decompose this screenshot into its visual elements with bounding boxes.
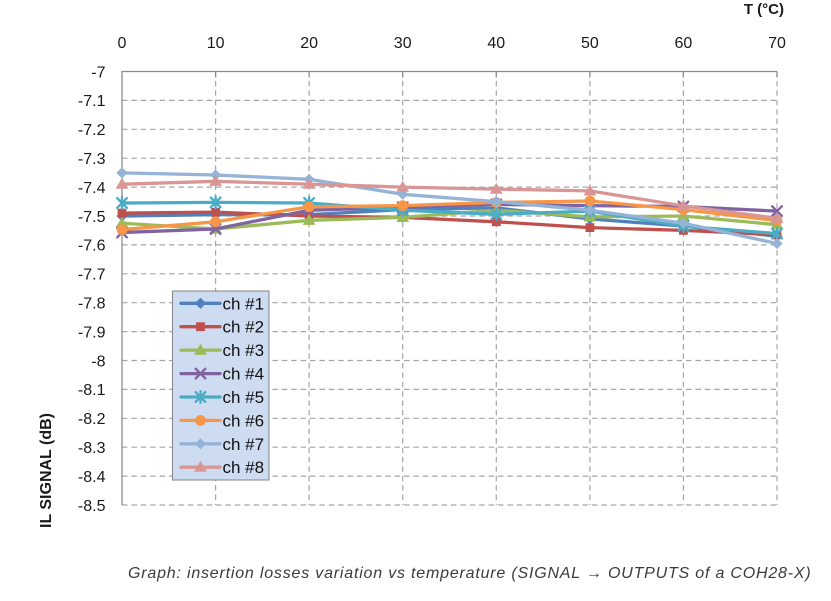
- svg-text:50: 50: [581, 35, 599, 52]
- svg-text:ch #3: ch #3: [223, 341, 265, 360]
- svg-text:-7.7: -7.7: [78, 267, 106, 284]
- svg-text:ch #7: ch #7: [223, 435, 265, 454]
- svg-text:Graph: insertion losses variat: Graph: insertion losses variation vs tem…: [128, 565, 811, 582]
- svg-text:ch #2: ch #2: [223, 318, 265, 337]
- svg-text:IL SIGNAL (dB): IL SIGNAL (dB): [38, 413, 55, 528]
- svg-text:10: 10: [207, 35, 225, 52]
- svg-text:-8.2: -8.2: [78, 411, 106, 428]
- svg-text:70: 70: [768, 35, 786, 52]
- svg-text:-7.6: -7.6: [78, 238, 106, 255]
- svg-text:-7.9: -7.9: [78, 324, 106, 341]
- svg-text:-7.3: -7.3: [78, 151, 106, 168]
- svg-text:T (°C): T (°C): [744, 1, 784, 18]
- svg-text:-7: -7: [91, 64, 105, 81]
- svg-text:ch #1: ch #1: [223, 294, 265, 313]
- svg-text:-8.4: -8.4: [78, 469, 106, 486]
- svg-text:60: 60: [675, 35, 693, 52]
- svg-text:ch #6: ch #6: [223, 411, 265, 430]
- svg-text:-7.5: -7.5: [78, 209, 106, 226]
- svg-text:-7.8: -7.8: [78, 296, 106, 313]
- svg-text:ch #8: ch #8: [223, 458, 265, 477]
- svg-text:-7.2: -7.2: [78, 122, 106, 139]
- svg-text:-7.1: -7.1: [78, 93, 106, 110]
- svg-text:-8.3: -8.3: [78, 440, 106, 457]
- svg-text:-8.5: -8.5: [78, 498, 106, 515]
- svg-text:ch #5: ch #5: [223, 388, 265, 407]
- svg-text:-7.4: -7.4: [78, 180, 106, 197]
- svg-text:ch #4: ch #4: [223, 365, 265, 384]
- svg-text:-8: -8: [91, 353, 105, 370]
- svg-text:20: 20: [300, 35, 318, 52]
- svg-text:30: 30: [394, 35, 412, 52]
- svg-text:-8.1: -8.1: [78, 382, 106, 399]
- svg-text:0: 0: [118, 35, 127, 52]
- svg-text:40: 40: [487, 35, 505, 52]
